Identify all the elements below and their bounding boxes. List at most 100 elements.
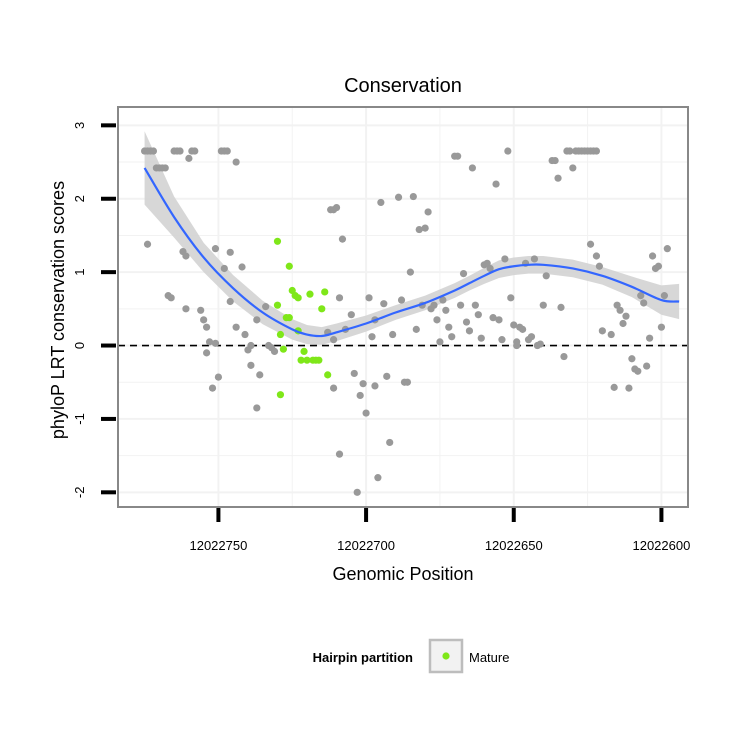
data-point (329, 384, 338, 392)
mature-data-point (324, 371, 332, 379)
mature-data-point (285, 262, 293, 270)
mature-data-point (276, 330, 285, 339)
data-point (468, 164, 477, 172)
data-point (347, 311, 355, 319)
data-point (412, 325, 420, 333)
x-tick-label: 12022750 (189, 538, 247, 553)
mature-data-point (318, 305, 326, 313)
data-point (513, 338, 521, 346)
data-point (489, 314, 497, 322)
mature-data-point (279, 345, 287, 353)
data-point (247, 361, 255, 369)
data-point (592, 252, 601, 260)
y-tick-label: -1 (72, 413, 87, 425)
data-point (554, 174, 562, 182)
x-tick-label: 12022600 (632, 538, 690, 553)
mature-data-point (273, 237, 282, 245)
data-point (191, 147, 199, 155)
data-point (356, 391, 364, 400)
data-point (226, 297, 234, 306)
data-point (501, 255, 509, 263)
data-point (182, 305, 190, 313)
data-point (474, 311, 482, 319)
data-point (462, 318, 471, 326)
mature-data-point (297, 356, 305, 364)
chart-title: Conservation (344, 75, 462, 97)
data-point (430, 301, 438, 309)
data-point (442, 306, 450, 314)
data-point (477, 334, 485, 342)
legend-key-mature-dot (442, 652, 450, 660)
data-point (486, 264, 494, 273)
data-point (208, 384, 217, 392)
data-point (551, 156, 559, 165)
data-point (439, 296, 447, 304)
data-point (421, 224, 429, 232)
data-point (397, 296, 406, 304)
data-point (244, 346, 252, 354)
data-point (380, 300, 388, 308)
data-point (377, 198, 385, 207)
data-point (504, 147, 512, 155)
mature-data-point (273, 301, 282, 309)
data-point (495, 316, 503, 324)
data-point (654, 262, 663, 270)
data-point (424, 208, 432, 216)
data-point (459, 270, 468, 278)
data-point (143, 240, 152, 248)
data-point (232, 158, 240, 166)
data-point (368, 333, 376, 341)
data-point (498, 336, 506, 344)
data-point (220, 264, 228, 273)
data-point (415, 225, 423, 234)
data-point (365, 294, 373, 302)
data-point (167, 294, 175, 302)
data-point (471, 301, 479, 309)
data-point (569, 164, 577, 172)
mature-data-point (306, 290, 314, 298)
data-point (200, 316, 208, 324)
mature-data-point (300, 347, 308, 356)
data-point (648, 252, 657, 260)
data-point (359, 380, 367, 388)
data-point (386, 438, 394, 447)
y-axis-label: phyloP LRT conservation scores (48, 181, 68, 439)
data-point (454, 152, 462, 160)
mature-data-point (315, 356, 323, 364)
data-point (371, 382, 379, 390)
data-point (595, 262, 603, 270)
data-point (637, 292, 645, 300)
data-point (232, 323, 240, 331)
data-point (619, 319, 627, 328)
data-point (161, 164, 169, 172)
data-point (203, 349, 211, 357)
data-point (634, 367, 642, 375)
data-point (241, 330, 249, 339)
data-point (211, 245, 220, 253)
data-point (657, 323, 666, 331)
data-point (628, 355, 636, 363)
data-point (238, 263, 246, 271)
data-point (598, 327, 606, 335)
data-point (406, 268, 414, 276)
mature-data-point (321, 288, 329, 296)
data-point (445, 323, 453, 331)
x-tick-label: 12022700 (337, 538, 395, 553)
y-tick-label: -2 (72, 487, 87, 499)
y-axis: -2 -1 0 1 2 3 (72, 122, 116, 498)
data-point (519, 325, 527, 333)
legend-title: Hairpin partition (313, 650, 413, 665)
smooth-line (143, 167, 680, 338)
data-point (185, 154, 193, 162)
mature-data-point (294, 294, 302, 302)
data-point (350, 369, 358, 378)
data-point (329, 336, 338, 344)
data-point (383, 372, 391, 380)
data-point (456, 301, 465, 309)
data-point (205, 338, 214, 346)
data-point (510, 321, 518, 329)
data-point (149, 147, 158, 155)
data-point (335, 450, 344, 458)
data-point (182, 252, 190, 260)
